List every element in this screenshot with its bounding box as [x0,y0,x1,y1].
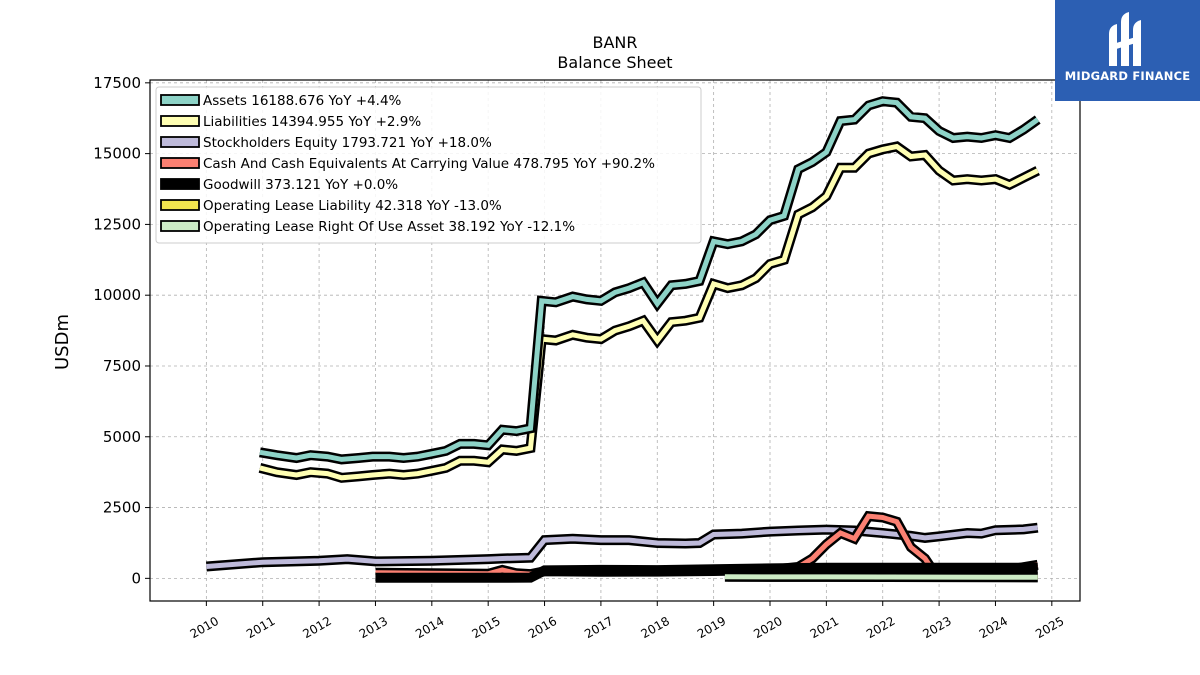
legend-swatch [160,136,200,148]
x-tick-label: 2011 [244,614,277,641]
midgard-finance-logo: MIDGARD FINANCE [1055,0,1200,101]
legend-box [155,86,702,244]
y-tick-label: 0 [131,569,141,587]
x-tick-label: 2017 [582,614,615,641]
series-operating-lease-right-of-use-asset [724,571,1038,583]
legend-entry: Liabilities 14394.955 YoY +2.9% [160,114,421,130]
series-line [724,574,1038,580]
y-tick-label: 5000 [103,428,141,446]
x-tick-label: 2018 [639,614,672,641]
x-tick-label: 2023 [920,614,953,641]
x-tick-label: 2019 [695,614,728,641]
legend-swatch [160,157,200,169]
x-tick-label: 2014 [413,614,446,641]
legend-label: Goodwill 373.121 YoY +0.0% [203,177,398,193]
legend: Assets 16188.676 YoY +4.4% Liabilities 14… [155,86,702,244]
legend-swatch [160,115,200,127]
y-axis-label: USDm [52,314,73,370]
series-line [259,98,1040,462]
series-line [259,143,1039,481]
series-stockholders-equity [206,522,1039,572]
legend-swatch [160,220,200,232]
logo-text: MIDGARD FINANCE [1064,69,1191,83]
series-goodwill [375,562,1038,583]
y-tick-label: 10000 [93,286,141,304]
plot-frame [149,79,1081,602]
y-tick-label: 12500 [93,215,141,233]
legend-entry: Stockholders Equity 1793.721 YoY +18.0% [160,135,492,151]
legend-swatch [160,178,200,190]
x-tick-label: 2024 [977,614,1010,641]
legend-label: Cash And Cash Equivalents At Carrying Va… [203,156,655,172]
legend-entry: Assets 16188.676 YoY +4.4% [160,93,402,109]
chart-title: BANR [592,33,637,52]
series-line [206,525,1038,569]
y-tick-label: 2500 [103,499,141,517]
legend-entry: Operating Lease Liability 42.318 YoY -13… [160,198,502,214]
series-assets [259,96,1041,465]
legend-swatch [160,94,200,106]
y-tick-label: 15000 [93,145,141,163]
legend-entry: Goodwill 373.121 YoY +0.0% [160,177,398,193]
legend-label: Operating Lease Liability 42.318 YoY -13… [203,198,502,214]
legend-entry: Cash And Cash Equivalents At Carrying Va… [160,156,655,172]
legend-swatch [160,199,200,211]
midgard-logo-icon [1109,12,1141,66]
series-liabilities [258,141,1040,483]
x-tick-label: 2021 [808,614,841,641]
x-tick-label: 2013 [357,614,390,641]
chart-subtitle: Balance Sheet [557,53,672,72]
legend-label: Stockholders Equity 1793.721 YoY +18.0% [203,135,492,151]
x-tick-label: 2010 [188,614,221,641]
x-tick-label: 2022 [864,614,897,641]
y-tick-label: 17500 [93,74,141,92]
x-tick-label: 2012 [300,614,333,641]
y-tick-label: 7500 [103,357,141,375]
x-tick-label: 2016 [526,614,559,641]
legend-entry: Operating Lease Right Of Use Asset 38.19… [160,219,575,235]
x-tick-label: 2025 [1033,614,1066,641]
legend-label: Liabilities 14394.955 YoY +2.9% [203,114,421,130]
x-tick-label: 2020 [751,614,784,641]
y-axis: 0 2500 5000 7500 10000 12500 15000 17500 [93,74,150,587]
legend-label: Assets 16188.676 YoY +4.4% [203,93,402,109]
series-line [375,565,1038,581]
legend-label: Operating Lease Right Of Use Asset 38.19… [203,219,575,235]
x-tick-label: 2015 [469,614,502,641]
series-layer [206,96,1041,583]
x-axis: 2010 2011 2012 2013 2014 2015 2016 2017 2018 2019… [188,601,1067,641]
